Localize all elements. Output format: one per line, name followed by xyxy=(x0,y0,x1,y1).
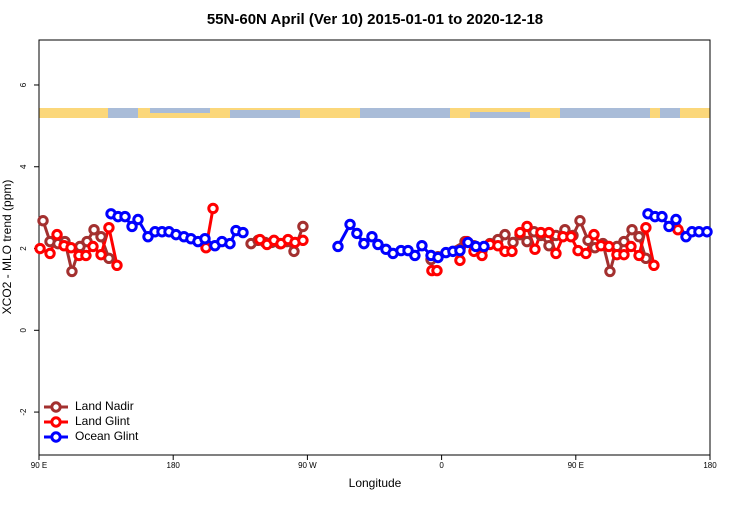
data-point xyxy=(454,244,466,257)
legend-marker xyxy=(50,431,62,443)
y-tick-label: -2 xyxy=(19,408,28,416)
data-point xyxy=(207,202,219,215)
data-point xyxy=(119,210,131,223)
x-axis-label: Longitude xyxy=(349,476,402,490)
x-tick-label: 0 xyxy=(439,461,444,470)
data-point xyxy=(521,220,533,233)
data-point xyxy=(372,238,384,251)
data-point xyxy=(506,245,518,258)
data-point xyxy=(87,240,99,253)
data-point xyxy=(618,248,630,261)
legend-marker xyxy=(50,401,62,413)
data-point xyxy=(366,230,378,243)
data-point xyxy=(550,247,562,260)
data-point xyxy=(701,226,713,238)
data-point xyxy=(454,254,466,267)
data-point xyxy=(663,220,675,233)
data-point xyxy=(237,226,249,239)
data-point xyxy=(431,264,443,277)
data-point xyxy=(44,247,56,260)
data-point xyxy=(103,221,115,234)
data-point xyxy=(95,248,107,261)
data-point xyxy=(332,240,344,253)
data-point xyxy=(633,230,645,243)
data-point xyxy=(507,236,519,249)
data-point xyxy=(633,249,645,262)
x-tick-label: 180 xyxy=(703,461,717,470)
legend-label: Land Glint xyxy=(75,414,130,428)
data-point xyxy=(626,224,638,236)
data-point xyxy=(111,259,123,271)
data-point xyxy=(588,228,600,241)
legend-label: Land Nadir xyxy=(75,399,134,413)
data-point xyxy=(514,226,526,239)
data-point xyxy=(580,247,592,260)
legend-label: Ocean Glint xyxy=(75,429,139,443)
data-point xyxy=(432,251,444,264)
chart-title: 55N-60N April (Ver 10) 2015-01-01 to 202… xyxy=(207,11,543,28)
data-point xyxy=(672,224,684,236)
x-tick-label: 90 E xyxy=(31,461,47,470)
data-point xyxy=(200,242,212,254)
data-point xyxy=(670,213,682,226)
data-point xyxy=(34,242,46,255)
data-point xyxy=(499,228,511,241)
data-point xyxy=(521,235,533,248)
data-point xyxy=(476,249,488,262)
data-point xyxy=(126,220,138,233)
y-tick-label: 6 xyxy=(19,82,28,87)
data-point xyxy=(297,220,309,233)
data-point xyxy=(478,240,490,253)
data-point xyxy=(604,265,616,278)
data-point xyxy=(409,249,421,262)
data-point xyxy=(66,265,78,278)
data-point xyxy=(351,227,363,240)
data-point xyxy=(132,213,144,226)
data-point xyxy=(543,239,555,252)
data-point xyxy=(625,240,637,253)
data-point xyxy=(199,233,211,245)
x-tick-label: 90 E xyxy=(568,461,584,470)
data-point xyxy=(288,245,300,258)
legend-marker xyxy=(50,416,62,428)
data-point xyxy=(648,259,660,271)
map-strip xyxy=(39,108,710,118)
x-tick-label: 90 W xyxy=(298,461,317,470)
data-point xyxy=(80,249,92,262)
data-point xyxy=(344,218,356,231)
y-axis-label: XCO2 - MLO trend (ppm) xyxy=(0,180,14,315)
data-point xyxy=(37,215,49,227)
data-point xyxy=(492,239,504,252)
data-point xyxy=(88,224,100,236)
data-point xyxy=(640,221,652,234)
y-tick-label: 2 xyxy=(19,246,28,251)
data-point xyxy=(51,228,63,241)
data-point xyxy=(297,234,309,247)
y-tick-label: 0 xyxy=(19,328,28,333)
data-point xyxy=(529,243,541,256)
data-point xyxy=(65,242,77,254)
y-tick-label: 4 xyxy=(19,164,28,169)
x-tick-label: 180 xyxy=(167,461,181,470)
data-point xyxy=(416,239,428,252)
data-point xyxy=(543,226,555,239)
data-point xyxy=(224,237,236,250)
data-point xyxy=(574,215,586,227)
data-point xyxy=(565,230,577,243)
data-point xyxy=(656,210,668,223)
data-point xyxy=(95,230,107,243)
data-point xyxy=(358,237,370,250)
data-point xyxy=(603,240,615,253)
